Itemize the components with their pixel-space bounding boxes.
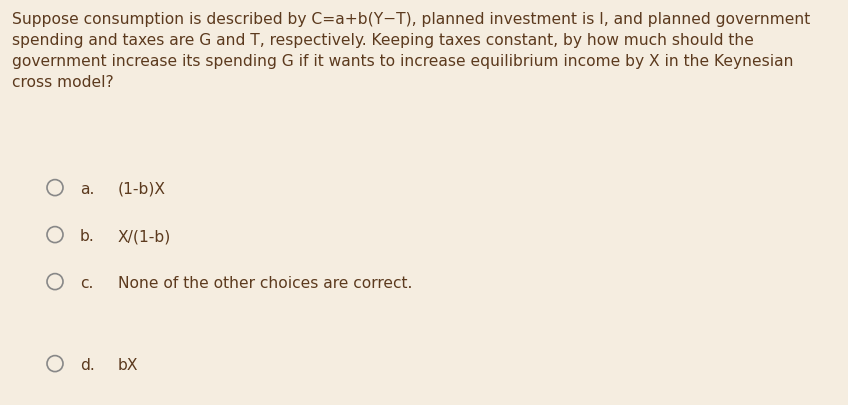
Text: spending and taxes are G and T, respectively. Keeping taxes constant, by how muc: spending and taxes are G and T, respecti… — [12, 33, 754, 48]
Text: None of the other choices are correct.: None of the other choices are correct. — [118, 276, 412, 291]
Text: a.: a. — [80, 182, 94, 197]
Text: b.: b. — [80, 229, 95, 244]
Text: Suppose consumption is described by C=a+b(Y−T), planned investment is I, and pla: Suppose consumption is described by C=a+… — [12, 12, 810, 27]
Text: c.: c. — [80, 276, 93, 291]
Text: bX: bX — [118, 358, 138, 373]
Text: d.: d. — [80, 358, 95, 373]
Text: X/(1-b): X/(1-b) — [118, 229, 171, 244]
Text: (1-b)X: (1-b)X — [118, 182, 166, 197]
Text: government increase its spending G if it wants to increase equilibrium income by: government increase its spending G if it… — [12, 54, 794, 69]
Text: cross model?: cross model? — [12, 75, 114, 90]
